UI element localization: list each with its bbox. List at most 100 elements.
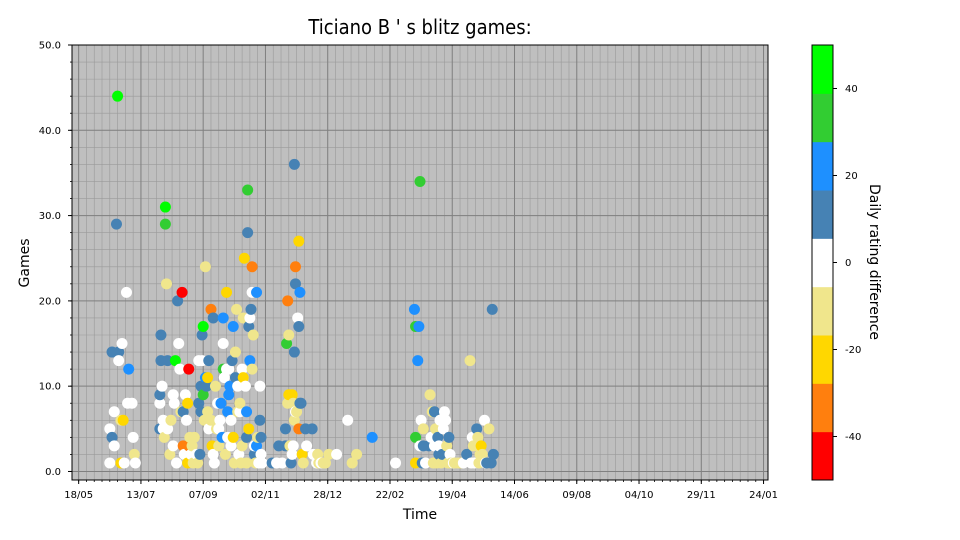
colorbar-segment bbox=[812, 431, 833, 481]
data-point bbox=[483, 423, 495, 435]
data-point bbox=[293, 235, 305, 247]
data-point bbox=[413, 320, 425, 332]
data-point bbox=[281, 338, 293, 350]
data-point bbox=[487, 448, 499, 460]
data-point bbox=[279, 423, 291, 435]
data-point bbox=[188, 431, 200, 443]
data-point bbox=[201, 380, 213, 392]
data-point bbox=[202, 406, 214, 418]
x-tick-label: 14/06 bbox=[500, 490, 529, 501]
data-point bbox=[219, 448, 231, 460]
data-point bbox=[162, 423, 174, 435]
y-tick-label: 50.0 bbox=[39, 41, 61, 52]
x-tick-label: 02/11 bbox=[251, 490, 280, 501]
colorbar-segment bbox=[812, 383, 833, 433]
data-point bbox=[182, 397, 194, 409]
data-point bbox=[476, 448, 488, 460]
data-point bbox=[159, 218, 171, 230]
data-point bbox=[112, 90, 124, 102]
data-point bbox=[472, 431, 484, 443]
data-point bbox=[238, 252, 250, 264]
data-point bbox=[293, 320, 305, 332]
data-point bbox=[244, 355, 256, 367]
data-point bbox=[430, 423, 442, 435]
data-point bbox=[123, 363, 135, 375]
data-point bbox=[243, 423, 255, 435]
data-point bbox=[412, 355, 424, 367]
data-point bbox=[242, 184, 254, 196]
data-point bbox=[167, 440, 179, 452]
data-point bbox=[207, 312, 219, 324]
data-point bbox=[461, 448, 473, 460]
data-point bbox=[237, 372, 249, 384]
data-point bbox=[104, 457, 116, 469]
data-point bbox=[417, 423, 429, 435]
data-point bbox=[162, 355, 174, 367]
data-point bbox=[159, 201, 171, 213]
data-point bbox=[120, 286, 132, 298]
data-point bbox=[172, 295, 184, 307]
y-tick-label: 30.0 bbox=[39, 211, 61, 222]
data-point bbox=[485, 457, 497, 469]
x-tick-label: 29/11 bbox=[687, 490, 716, 501]
data-point bbox=[475, 440, 487, 452]
colorbar-label: Daily rating difference bbox=[866, 184, 882, 340]
data-point bbox=[224, 380, 236, 392]
data-point bbox=[183, 363, 195, 375]
data-point bbox=[255, 431, 267, 443]
data-point bbox=[234, 397, 246, 409]
data-point bbox=[289, 261, 301, 273]
data-point bbox=[108, 406, 120, 418]
data-point bbox=[157, 414, 169, 426]
data-point bbox=[478, 414, 490, 426]
data-point bbox=[164, 448, 176, 460]
data-point bbox=[319, 457, 331, 469]
x-tick-label: 28/12 bbox=[313, 490, 342, 501]
data-point bbox=[241, 431, 253, 443]
data-point bbox=[306, 423, 318, 435]
data-point bbox=[217, 338, 229, 350]
y-tick-label: 20.0 bbox=[39, 296, 61, 307]
data-point bbox=[286, 389, 298, 401]
data-point bbox=[194, 448, 206, 460]
data-point bbox=[110, 218, 122, 230]
data-point bbox=[205, 303, 217, 315]
data-point bbox=[424, 389, 436, 401]
data-point bbox=[225, 440, 237, 452]
data-point bbox=[457, 457, 469, 469]
data-point bbox=[165, 414, 177, 426]
data-point bbox=[227, 431, 239, 443]
data-point bbox=[203, 423, 215, 435]
colorbar-segment bbox=[812, 335, 833, 384]
scatter-points bbox=[104, 90, 499, 469]
data-point bbox=[292, 312, 304, 324]
data-point bbox=[239, 380, 251, 392]
data-point bbox=[241, 406, 253, 418]
data-point bbox=[323, 448, 335, 460]
data-point bbox=[291, 406, 303, 418]
colorbar-segment bbox=[812, 190, 833, 239]
data-point bbox=[169, 355, 181, 367]
data-point bbox=[285, 457, 297, 469]
y-axis: 0.0 10.0 20.0 30.0 40.0 50.0 bbox=[39, 41, 72, 478]
data-point bbox=[223, 363, 235, 375]
data-point bbox=[331, 448, 343, 460]
x-tick-label: 22/02 bbox=[376, 490, 405, 501]
data-point bbox=[297, 457, 309, 469]
data-point bbox=[254, 414, 266, 426]
data-point bbox=[287, 440, 299, 452]
data-point bbox=[342, 414, 354, 426]
data-point bbox=[226, 355, 238, 367]
x-axis-label: Time bbox=[402, 507, 437, 523]
data-point bbox=[464, 355, 476, 367]
data-point bbox=[288, 158, 300, 170]
colorbar-segment bbox=[812, 93, 833, 143]
data-point bbox=[227, 320, 239, 332]
data-point bbox=[221, 286, 233, 298]
data-point bbox=[255, 448, 267, 460]
data-point bbox=[276, 457, 288, 469]
y-tick-label: 40.0 bbox=[39, 126, 61, 137]
data-point bbox=[213, 440, 225, 452]
data-point bbox=[286, 448, 298, 460]
data-point bbox=[104, 423, 116, 435]
